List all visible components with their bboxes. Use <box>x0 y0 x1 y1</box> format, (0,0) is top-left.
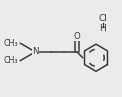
Text: H: H <box>99 24 106 33</box>
Text: Cl: Cl <box>98 14 107 23</box>
Text: N: N <box>32 47 39 56</box>
Text: CH₃: CH₃ <box>4 39 18 48</box>
Text: O: O <box>74 32 80 41</box>
Text: CH₃: CH₃ <box>4 56 18 65</box>
